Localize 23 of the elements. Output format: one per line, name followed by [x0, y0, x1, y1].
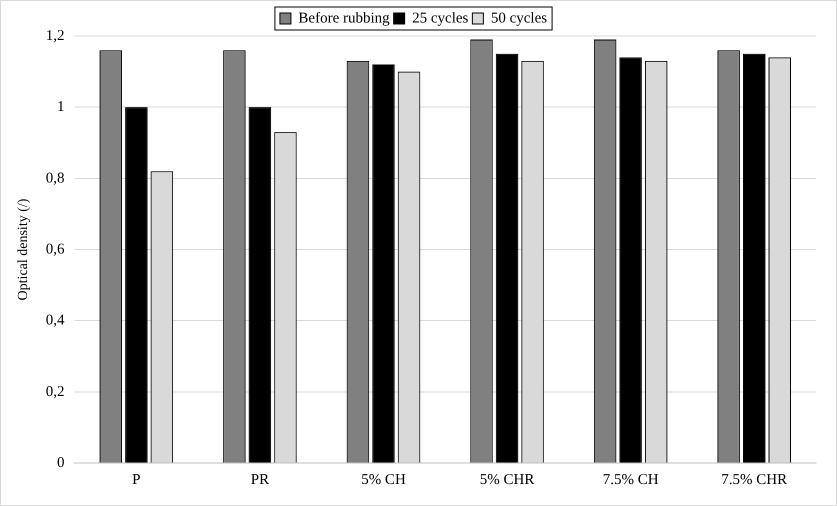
y-tick-label: 1: [57, 99, 65, 116]
y-tick-label: 0,8: [46, 170, 65, 186]
x-tick-label: P: [132, 472, 141, 488]
y-tick-label: 0: [57, 454, 65, 471]
legend-label: Before rubbing: [298, 10, 390, 26]
y-tick-label: 0,2: [46, 384, 65, 400]
legend-label: 25 cycles: [412, 10, 469, 26]
x-tick-label: 5% CHR: [480, 472, 534, 488]
y-tick-label: 0,6: [46, 241, 66, 258]
y-axis-title: Optical density (/): [16, 198, 32, 300]
x-tick-label: 7.5% CHR: [721, 472, 788, 488]
x-tick-label: 7.5% CH: [602, 472, 659, 488]
bar: [372, 64, 395, 462]
bar: [742, 54, 766, 462]
y-tick-label: 0,4: [46, 312, 66, 329]
x-tick-label: PR: [250, 472, 270, 488]
x-tick-label: 5% CH: [361, 472, 406, 488]
bar: [619, 57, 642, 462]
legend-label: 50 cycles: [490, 10, 548, 26]
bar: [125, 107, 148, 462]
bar: [496, 54, 518, 462]
bar: [248, 107, 272, 462]
y-tick-label: 1,2: [46, 28, 65, 44]
